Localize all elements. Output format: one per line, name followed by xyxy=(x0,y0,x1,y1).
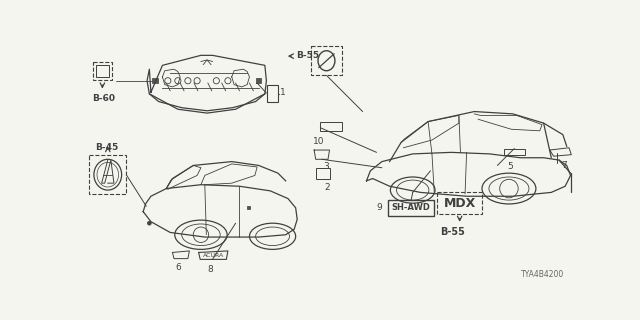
Text: TYA4B4200: TYA4B4200 xyxy=(520,270,564,279)
Text: 9: 9 xyxy=(376,203,382,212)
Text: 7: 7 xyxy=(561,161,567,170)
Text: 1: 1 xyxy=(280,88,285,97)
Bar xyxy=(93,61,113,80)
Ellipse shape xyxy=(175,220,227,249)
Text: B-55: B-55 xyxy=(440,227,465,237)
Bar xyxy=(152,78,158,83)
Text: 8: 8 xyxy=(207,265,213,274)
Bar xyxy=(320,122,342,131)
Circle shape xyxy=(147,221,151,225)
Text: 2: 2 xyxy=(324,183,330,192)
Text: 10: 10 xyxy=(313,137,324,146)
Bar xyxy=(247,206,250,209)
Text: 3: 3 xyxy=(323,162,329,171)
Text: B-55: B-55 xyxy=(296,52,319,60)
Bar xyxy=(267,85,278,102)
Bar xyxy=(504,148,525,155)
Text: B-60: B-60 xyxy=(92,94,115,103)
Bar xyxy=(316,168,330,179)
Text: SH-AWD: SH-AWD xyxy=(392,203,431,212)
Text: ACURA: ACURA xyxy=(203,253,224,258)
Bar xyxy=(96,65,109,77)
Bar xyxy=(90,156,126,194)
Bar xyxy=(311,46,342,75)
Bar xyxy=(255,78,261,83)
Text: 5: 5 xyxy=(508,162,513,172)
Bar xyxy=(437,192,482,214)
Text: MDX: MDX xyxy=(444,197,476,210)
Ellipse shape xyxy=(482,173,536,204)
Text: B-45: B-45 xyxy=(95,143,118,152)
Bar xyxy=(388,200,435,215)
Text: 6: 6 xyxy=(176,263,182,272)
Ellipse shape xyxy=(390,177,435,203)
Ellipse shape xyxy=(250,223,296,249)
